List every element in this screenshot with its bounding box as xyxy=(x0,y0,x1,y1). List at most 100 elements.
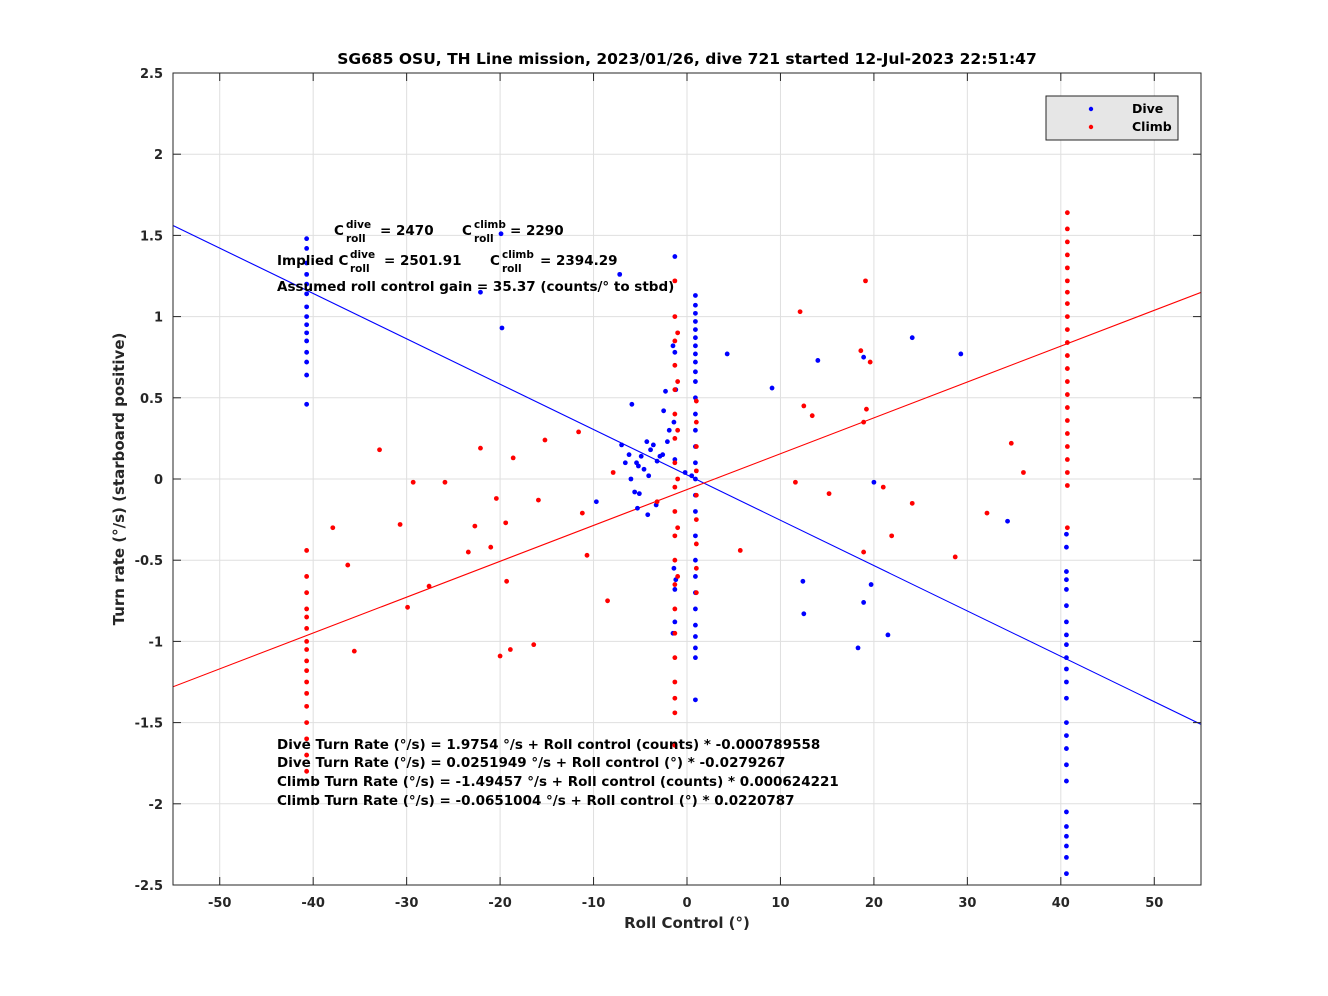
x-tick-label: 40 xyxy=(1052,896,1070,911)
equation-annotations: Dive Turn Rate (°/s) = 1.9754 °/s + Roll… xyxy=(277,737,839,809)
data-point-dive xyxy=(672,619,678,625)
data-point-climb xyxy=(1064,226,1070,232)
implied-climb-sup: climb xyxy=(502,249,534,261)
implied-dive-value: = 2501.91 xyxy=(384,253,462,269)
y-tick-label: -1.5 xyxy=(135,717,163,732)
data-point-climb xyxy=(693,398,699,404)
legend-climb-marker xyxy=(1088,124,1094,130)
data-point-climb xyxy=(809,413,815,419)
data-point-climb xyxy=(304,647,310,652)
data-point-climb xyxy=(584,552,590,558)
data-point-dive xyxy=(304,359,310,365)
implied-dive-sup: dive xyxy=(350,249,375,261)
data-point-climb xyxy=(1064,379,1070,384)
data-point-dive xyxy=(1064,695,1069,701)
c-roll-dive-sub: roll xyxy=(346,233,366,245)
data-point-climb xyxy=(889,533,895,539)
y-tick-label: -0.5 xyxy=(135,554,163,569)
c-roll-dive-prefix: C xyxy=(334,223,344,239)
data-point-climb xyxy=(1064,405,1070,410)
data-point-climb xyxy=(675,525,681,531)
data-point-dive xyxy=(304,281,310,287)
data-point-dive xyxy=(661,408,667,414)
data-point-dive xyxy=(1064,824,1069,829)
data-point-dive xyxy=(1064,619,1069,625)
data-point-dive xyxy=(693,293,698,298)
data-point-dive xyxy=(1064,720,1069,725)
data-point-dive xyxy=(593,499,599,505)
y-tick-label: -1 xyxy=(149,635,163,650)
legend-dive-marker xyxy=(1088,106,1094,112)
y-tick-label: -2.5 xyxy=(135,879,163,894)
x-tick-label: 20 xyxy=(865,896,883,911)
data-point-climb xyxy=(542,437,548,443)
data-point-climb xyxy=(377,447,382,453)
data-point-dive xyxy=(693,411,698,417)
data-point-dive xyxy=(304,291,310,297)
legend-climb-label: Climb xyxy=(1132,119,1172,134)
data-point-dive xyxy=(635,505,640,511)
data-point-climb xyxy=(693,565,699,571)
data-point-dive xyxy=(693,645,698,651)
data-point-dive xyxy=(304,304,310,310)
data-point-dive xyxy=(693,557,698,563)
data-point-climb xyxy=(304,658,310,664)
gain-annotation: Assumed roll control gain = 35.37 (count… xyxy=(277,279,674,295)
data-point-dive xyxy=(670,343,676,349)
data-point-dive xyxy=(648,447,653,453)
data-point-climb xyxy=(672,278,678,284)
data-point-dive xyxy=(628,476,634,482)
data-point-dive xyxy=(498,231,504,237)
data-point-dive xyxy=(909,335,915,341)
data-point-climb xyxy=(909,500,915,506)
data-point-dive xyxy=(1005,518,1010,524)
data-point-dive xyxy=(304,349,310,355)
data-point-dive xyxy=(693,509,698,514)
data-point-climb xyxy=(304,752,310,758)
legend-dive-label: Dive xyxy=(1132,101,1163,116)
data-point-climb xyxy=(672,509,678,514)
data-point-climb xyxy=(672,436,678,441)
data-point-climb xyxy=(672,606,678,612)
data-point-dive xyxy=(1064,569,1069,574)
data-point-dive xyxy=(769,385,775,391)
data-point-dive xyxy=(693,697,698,703)
implied-dive-sub: roll xyxy=(350,263,370,275)
data-point-dive xyxy=(304,372,310,378)
x-tick-label: 0 xyxy=(682,896,691,911)
data-point-climb xyxy=(304,720,310,725)
data-point-climb xyxy=(1064,470,1070,475)
axis-ticks: -50 -40 -30 -20 -10 0 10 20 30 40 50-2.5-2-1.5-1-0… xyxy=(135,67,1201,911)
data-point-dive xyxy=(1064,632,1069,638)
data-point-dive xyxy=(800,578,806,584)
c-roll-dive-sup: dive xyxy=(346,219,371,231)
data-point-dive xyxy=(693,574,698,579)
chart-title: SG685 OSU, TH Line mission, 2023/01/26, … xyxy=(337,50,1037,68)
data-point-climb xyxy=(675,379,681,384)
data-point-climb xyxy=(536,497,541,503)
data-point-dive xyxy=(885,632,891,638)
data-point-climb xyxy=(861,419,867,425)
data-point-dive xyxy=(1064,833,1069,839)
data-point-climb xyxy=(1064,483,1070,488)
data-point-climb xyxy=(576,429,581,435)
data-point-dive xyxy=(636,463,641,469)
implied-climb-prefix: C xyxy=(490,253,500,269)
data-point-dive xyxy=(672,349,678,355)
y-tick-label: 0 xyxy=(154,473,163,488)
svg-text:C: C xyxy=(334,223,344,239)
data-point-climb xyxy=(864,406,869,412)
data-point-dive xyxy=(868,582,874,587)
c-roll-dive-value: = 2470 xyxy=(380,223,434,239)
y-tick-label: 1.5 xyxy=(140,229,163,244)
x-tick-label: -40 xyxy=(301,896,325,911)
data-point-climb xyxy=(304,703,310,709)
data-point-climb xyxy=(693,492,699,498)
y-tick-label: -2 xyxy=(149,798,163,813)
data-point-dive xyxy=(693,476,698,482)
equation-dive-counts: Dive Turn Rate (°/s) = 1.9754 °/s + Roll… xyxy=(277,737,820,753)
implied-annotation: Implied C dive roll = 2501.91 C climb ro… xyxy=(277,249,618,275)
data-point-climb xyxy=(1064,444,1070,449)
data-point-climb xyxy=(605,598,610,604)
c-roll-annotation: C dive roll = 2470 C climb roll = 2290 xyxy=(334,219,564,245)
